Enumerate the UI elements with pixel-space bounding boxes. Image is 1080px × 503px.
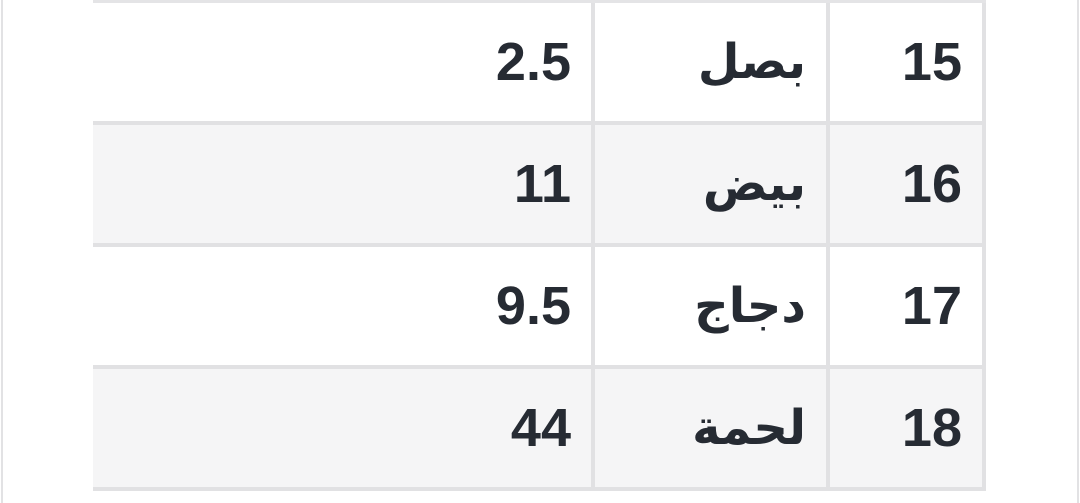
row-index-cell: 18 (826, 369, 986, 487)
item-value-cell: 9.5 (495, 276, 571, 336)
items-table: 15 بصل 2.5 16 بيض 11 17 دجاج 9.5 18 لحمة… (93, 0, 986, 503)
item-name-cell: بصل (591, 3, 826, 121)
item-value-cell: 44 (510, 398, 571, 458)
table-row: 17 دجاج 9.5 (93, 247, 986, 369)
table-row: 16 بيض 11 (93, 125, 986, 247)
row-index-cell: 15 (826, 3, 986, 121)
item-name-cell: بيض (591, 125, 826, 243)
item-value-cell: 11 (513, 154, 571, 214)
item-name-cell: دجاج (591, 247, 826, 365)
item-value-cell: 2.5 (495, 32, 571, 92)
page-edge-divider-right (1077, 0, 1079, 503)
item-name-cell: لحمة (591, 369, 826, 487)
table-row: 15 بصل 2.5 (93, 3, 986, 125)
page-edge-divider-left (1, 0, 3, 503)
row-index-cell: 16 (826, 125, 986, 243)
table-row: 18 لحمة 44 (93, 369, 986, 491)
row-index-cell: 17 (826, 247, 986, 365)
